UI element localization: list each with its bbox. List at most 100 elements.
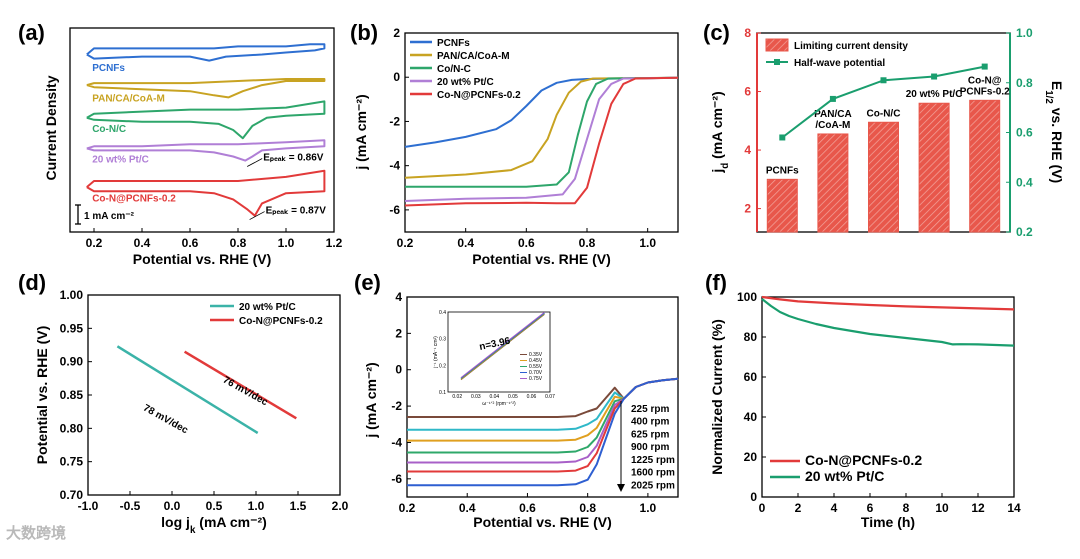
watermark: 大数跨境 <box>6 525 67 542</box>
peak-annotation-arrow <box>247 158 263 167</box>
rpm-label: 900 rpm <box>631 442 669 453</box>
ytick-e-label: -4 <box>391 435 402 449</box>
tafel-slope-label: 78 mV/dec <box>141 403 190 437</box>
legend-label-b: PAN/CA/CoA-M <box>437 51 510 62</box>
legend-label-d: Co-N@PCNFs-0.2 <box>239 316 323 327</box>
rpm-label: 1600 rpm <box>631 468 675 479</box>
bar-2 <box>868 121 899 233</box>
plot-b-frame <box>404 32 679 233</box>
inset-xlabel: ω⁻¹ᐟ² (rpm⁻¹ᐟ²) <box>482 401 516 407</box>
xtick-d-label: -0.5 <box>120 499 141 513</box>
ylabel-c: jd (mA cm⁻²) <box>709 91 731 173</box>
peak-annotation-arrow <box>249 211 265 220</box>
y2tick-c-label: 0.6 <box>1016 126 1033 140</box>
xlabel-a: Potential vs. RHE (V) <box>133 251 271 267</box>
inset-xtick: 0.04 <box>489 394 499 400</box>
inset-ylabel: j⁻¹ (mA⁻¹ cm²) <box>433 336 439 369</box>
xlabel-b: Potential vs. RHE (V) <box>472 251 610 267</box>
xtick-b-label: 1.0 <box>639 236 656 250</box>
legend-swatch-c-marker <box>774 59 780 65</box>
inset-fit-line <box>460 311 545 378</box>
inset-frame <box>447 311 551 393</box>
rpm-label: 225 rpm <box>631 404 669 415</box>
series-label-a: 20 wt% Pt/C <box>92 155 149 166</box>
xtick-e-label: 0.8 <box>579 501 596 515</box>
ytick-d-label: 0.90 <box>60 355 84 369</box>
rpm-arrow-head <box>617 484 625 492</box>
legend-label-f: 20 wt% Pt/C <box>805 468 884 484</box>
xtick-d-label: 1.0 <box>248 499 265 513</box>
bar-label-c: PCNFs <box>766 165 799 176</box>
y2tick-c-label: 0.4 <box>1016 175 1033 189</box>
half-wave-point <box>981 63 988 70</box>
xlabel-d: log jk (mA cm⁻²) <box>161 514 267 536</box>
series-label-a: Co-N@PCNFs-0.2 <box>92 193 176 204</box>
plot-a-frame <box>69 27 335 233</box>
ytick-c-label: 2 <box>744 202 751 216</box>
xtick-b-label: 0.4 <box>457 236 474 250</box>
legend-label-b: PCNFs <box>437 38 470 49</box>
peak-annotation-a: Eₚₑₐₖ = 0.87V <box>266 206 327 217</box>
ytick-f-label: 40 <box>744 410 758 424</box>
ytick-f-label: 0 <box>750 490 757 504</box>
rde-curve <box>407 377 679 487</box>
ytick-d-label: 0.70 <box>60 488 84 502</box>
legend-label-b: Co-N@PCNFs-0.2 <box>437 90 521 101</box>
bar-label-c: /CoA-M <box>815 120 850 131</box>
legend-label-b: Co/N-C <box>437 64 471 75</box>
ylabel-a: Current Density <box>43 75 59 180</box>
ytick-d-label: 1.00 <box>60 288 84 302</box>
xtick-f-label: 8 <box>903 501 910 515</box>
ytick-b-label: 2 <box>393 26 400 40</box>
xtick-e-label: 0.4 <box>459 501 476 515</box>
legend-label-b: 20 wt% Pt/C <box>437 77 494 88</box>
ytick-b-label: -6 <box>389 203 400 217</box>
ytick-e-label: 0 <box>395 363 402 377</box>
xtick-e-label: 0.2 <box>399 501 416 515</box>
xtick-f-label: 0 <box>759 501 766 515</box>
rpm-label: 1225 rpm <box>631 455 675 466</box>
legend-label-c: Limiting current density <box>794 41 908 52</box>
ytick-f-label: 60 <box>744 370 758 384</box>
plot-f-frame <box>761 296 1015 498</box>
ytick-e-label: 4 <box>395 290 402 304</box>
ylabel-e: j (mA cm⁻²) <box>363 362 379 438</box>
xtick-d-label: 1.5 <box>290 499 307 513</box>
ytick-f-label: 80 <box>744 330 758 344</box>
xtick-f-label: 10 <box>935 501 949 515</box>
legend-label-c: Half-wave potential <box>794 58 885 69</box>
cv-curve <box>86 100 326 140</box>
xtick-a-label: 0.4 <box>134 236 151 250</box>
ytick-b-label: -4 <box>389 159 400 173</box>
tafel-line <box>183 350 297 420</box>
legend-swatch-c-bar <box>765 38 789 52</box>
panel-label-a: (a) <box>18 20 45 45</box>
ytick-c-label: 6 <box>744 85 751 99</box>
ytick-d-label: 0.95 <box>60 321 84 335</box>
inset-ytick: 0.3 <box>439 337 446 343</box>
inset-xtick: 0.03 <box>471 394 481 400</box>
xlabel-e: Potential vs. RHE (V) <box>473 514 611 530</box>
xlabel-f: Time (h) <box>861 514 915 530</box>
series-label-a: PCNFs <box>92 63 125 74</box>
lsv-curve <box>404 76 679 179</box>
y2tick-c-label: 0.8 <box>1016 76 1033 90</box>
tafel-line <box>116 345 259 435</box>
inset-ytick: 0.2 <box>439 363 446 369</box>
ytick-e-label: -6 <box>391 472 402 486</box>
scale-bar-a-label: 1 mA cm⁻² <box>84 211 135 222</box>
ytick-e-label: -2 <box>391 399 402 413</box>
ytick-d-label: 0.85 <box>60 388 84 402</box>
xtick-d-label: 0.0 <box>164 499 181 513</box>
xtick-e-label: 0.6 <box>519 501 536 515</box>
y2label-c: E1/2 vs. RHE (V) <box>1044 81 1066 183</box>
xtick-d-label: -1.0 <box>78 499 99 513</box>
xtick-b-label: 0.2 <box>397 236 414 250</box>
ytick-e-label: 2 <box>395 326 402 340</box>
panel-label-c: (c) <box>703 20 730 45</box>
panel-label-d: (d) <box>18 270 46 295</box>
rpm-label: 400 rpm <box>631 417 669 428</box>
lsv-curve <box>404 76 679 207</box>
xtick-b-label: 0.6 <box>518 236 535 250</box>
